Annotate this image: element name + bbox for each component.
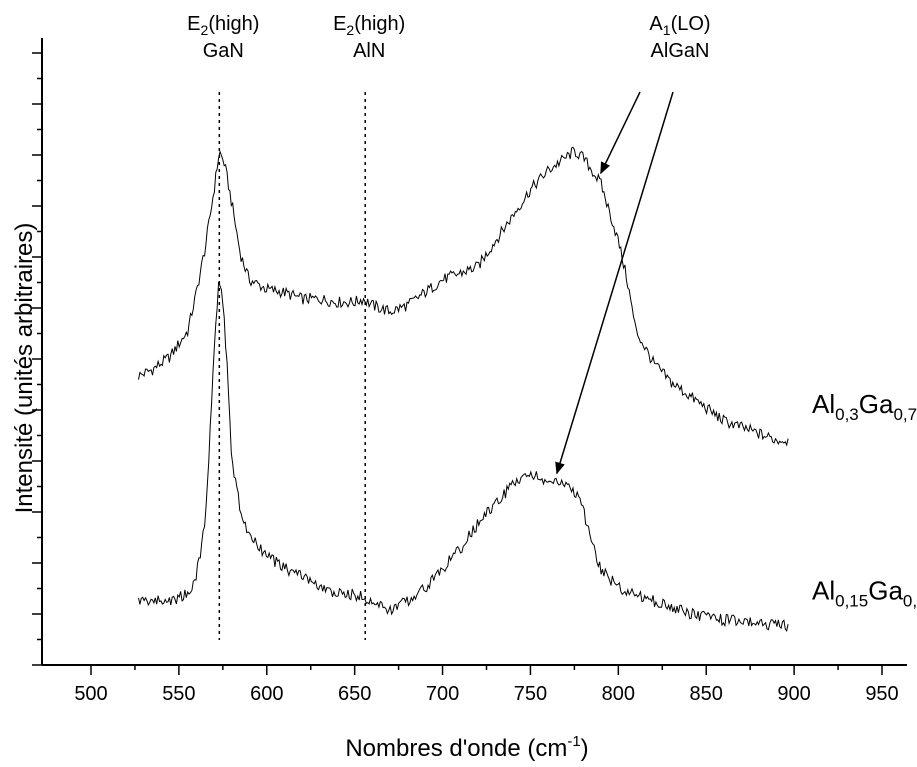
series-label-0: Al0,3Ga0,7N — [812, 389, 917, 424]
x-tick-labels: 500 550 600 650 700 750 800 850 900 950 — [74, 683, 898, 705]
x-tick-label: 850 — [690, 683, 723, 705]
annotation-arrow-1 — [555, 91, 674, 475]
reference-sublabel-1: AlN — [353, 40, 385, 62]
reference-sublabel-0: GaN — [203, 40, 244, 62]
annotation-sublabel: AlGaN — [651, 40, 710, 62]
x-tick-label: 650 — [338, 683, 371, 705]
series-line-1 — [138, 281, 789, 632]
x-tick-label: 600 — [250, 683, 283, 705]
x-tick-label: 950 — [865, 683, 898, 705]
series-label-1: Al0,15Ga0,85N — [812, 575, 917, 610]
x-tick-label: 500 — [74, 683, 107, 705]
x-tick-label: 550 — [162, 683, 195, 705]
x-tick-label: 800 — [602, 683, 635, 705]
x-tick-label: 900 — [777, 683, 810, 705]
annotation-arrow-0 — [600, 91, 641, 175]
reference-label-0: E2(high) — [187, 13, 259, 38]
x-tick-label: 750 — [514, 683, 547, 705]
y-axis-title: Intensité (unités arbitraires) — [11, 223, 38, 514]
x-tick-label: 700 — [426, 683, 459, 705]
annotation-label: A1(LO) — [649, 13, 710, 38]
axes — [32, 38, 907, 675]
x-axis-title: Nombres d'onde (cm-1) — [345, 733, 588, 762]
series-group: Al0,3Ga0,7N Al0,15Ga0,85N — [138, 146, 917, 632]
annotations: A1(LO)AlGaN — [555, 13, 711, 475]
reference-label-1: E2(high) — [333, 13, 405, 38]
series-line-0 — [138, 146, 789, 447]
